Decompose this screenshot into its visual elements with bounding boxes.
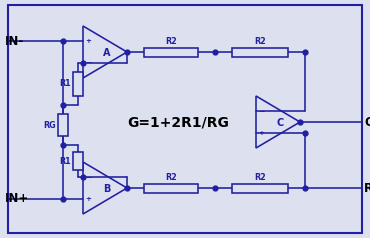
- Text: +: +: [85, 38, 91, 44]
- Bar: [58, 114, 68, 136]
- Text: REF: REF: [364, 182, 370, 194]
- Text: G=1+2R1/RG: G=1+2R1/RG: [127, 115, 229, 129]
- Bar: [144, 48, 198, 56]
- Text: IN-: IN-: [5, 35, 24, 48]
- Text: C: C: [276, 118, 284, 128]
- Text: R1: R1: [59, 157, 71, 166]
- Text: B: B: [103, 184, 111, 194]
- Text: A: A: [103, 48, 111, 58]
- Bar: [232, 48, 288, 56]
- Bar: [73, 152, 83, 170]
- Text: −: −: [259, 107, 265, 116]
- Bar: [73, 72, 83, 95]
- Text: IN+: IN+: [5, 192, 29, 205]
- Text: R2: R2: [254, 38, 266, 46]
- Text: −: −: [85, 58, 92, 67]
- Text: RG: RG: [43, 120, 56, 129]
- Text: OUT: OUT: [364, 115, 370, 129]
- Text: +: +: [85, 196, 91, 202]
- Text: R2: R2: [165, 174, 177, 183]
- Text: −: −: [85, 173, 92, 182]
- Text: R2: R2: [165, 38, 177, 46]
- Bar: [144, 183, 198, 193]
- Text: R2: R2: [254, 174, 266, 183]
- Text: R1: R1: [59, 79, 71, 89]
- Text: +: +: [259, 130, 265, 136]
- Bar: [232, 183, 288, 193]
